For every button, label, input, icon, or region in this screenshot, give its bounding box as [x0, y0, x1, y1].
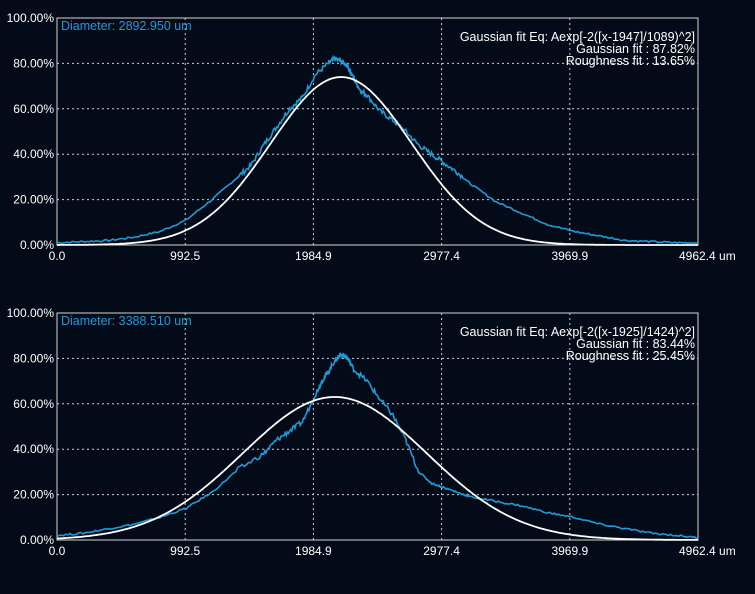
chart1-annotation: Roughness fit : 13.65%: [566, 54, 695, 68]
chart1-x-tick-label: 992.5: [170, 249, 200, 263]
chart2-y-tick-label: 0.00%: [20, 533, 54, 547]
chart1-annotation: Gaussian fit : 87.82%: [576, 42, 695, 56]
chart1-x-tick-label: 3969.9: [551, 249, 588, 263]
chart2-x-tick-label: 0.0: [49, 544, 66, 558]
chart1-diameter-label: Diameter: 2892.950 um: [61, 19, 192, 33]
chart1-y-tick-label: 60.00%: [13, 102, 54, 116]
chart1-x-tick-label: 0.0: [49, 249, 66, 263]
chart1-y-tick-label: 80.00%: [13, 56, 54, 70]
chart2-y-tick-label: 100.00%: [7, 306, 55, 320]
chart2-annotation: Gaussian fit : 83.44%: [576, 337, 695, 351]
chart2-measured-line: [56, 351, 699, 540]
chart2-y-tick-label: 40.00%: [13, 442, 54, 456]
chart1-gaussian-fit-line: [56, 76, 698, 246]
chart2-diameter-label: Diameter: 3388.510 um: [61, 314, 192, 328]
chart2-x-tick-label: 4962.4 um: [679, 544, 736, 558]
chart1-y-tick-label: 40.00%: [13, 147, 54, 161]
chart1-measured-line: [56, 54, 699, 245]
chart2-gaussian-fit-line: [56, 396, 698, 541]
chart2-x-tick-label: 2977.4: [423, 544, 460, 558]
chart2-plot-frame: [56, 312, 699, 541]
chart1-annotation: Gaussian fit Eq: Aexp[-2([x-1947]/1089)^…: [460, 30, 695, 44]
chart1-x-tick-label: 1984.9: [295, 249, 332, 263]
chart2-y-tick-label: 80.00%: [13, 351, 54, 365]
chart1-y-tick-label: 20.00%: [13, 193, 54, 207]
chart1-y-tick-label: 100.00%: [7, 11, 55, 25]
chart2-annotation: Roughness fit : 25.45%: [566, 349, 695, 363]
chart2-x-tick-label: 3969.9: [551, 544, 588, 558]
chart2-annotation: Gaussian fit Eq: Aexp[-2([x-1925]/1424)^…: [460, 325, 695, 339]
chart2-x-tick-label: 1984.9: [295, 544, 332, 558]
chart1-x-tick-label: 4962.4 um: [679, 249, 736, 263]
chart1-y-tick-label: 0.00%: [20, 238, 54, 252]
chart2-x-tick-label: 992.5: [170, 544, 200, 558]
chart2-y-tick-label: 60.00%: [13, 397, 54, 411]
chart2-y-tick-label: 20.00%: [13, 488, 54, 502]
chart1-plot-frame: [56, 17, 699, 246]
chart1-x-tick-label: 2977.4: [423, 249, 460, 263]
